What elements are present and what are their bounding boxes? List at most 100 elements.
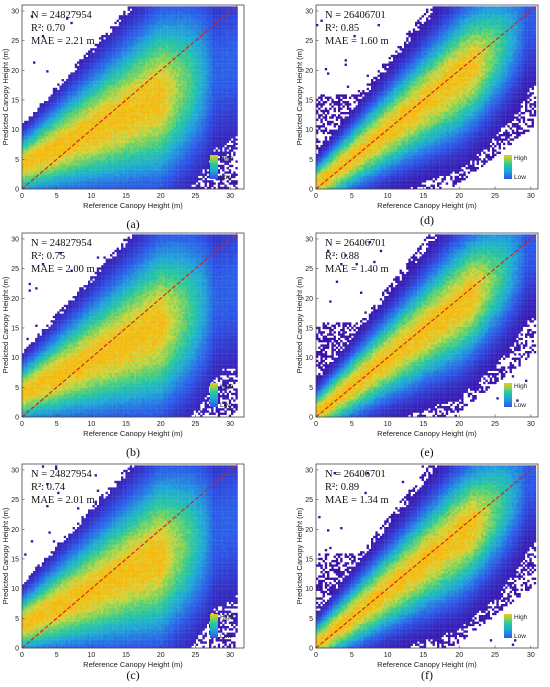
colorbar-high-label: High (220, 155, 234, 162)
x-tick-label: 30 (226, 421, 234, 428)
x-tick-label: 5 (350, 193, 354, 200)
y-tick-label: 30 (11, 467, 19, 474)
y-tick-label: 30 (305, 236, 313, 243)
y-tick-label: 30 (305, 467, 313, 474)
y-tick-label: 0 (309, 187, 313, 194)
x-tick-label: 25 (491, 421, 499, 428)
y-tick-label: 0 (15, 415, 19, 422)
y-tick-label: 5 (309, 385, 313, 392)
y-tick-label: 20 (11, 68, 19, 75)
x-tick-label: 0 (20, 421, 24, 428)
colorbar-low-label: Low (220, 633, 232, 640)
colorbar-high-label: High (514, 614, 528, 621)
y-tick-label: 5 (309, 157, 313, 164)
panel-caption: (f) (421, 668, 433, 682)
y-axis-label: Predicted Canopy Height (m) (295, 507, 304, 604)
x-tick-label: 15 (122, 421, 130, 428)
y-tick-label: 15 (305, 97, 313, 104)
y-tick-label: 0 (15, 187, 19, 194)
colorbar (210, 155, 218, 179)
x-axis-label: Reference Canopy Height (m) (377, 429, 477, 438)
colorbar-high-label: High (514, 155, 528, 162)
y-axis-label: Predicted Canopy Height (m) (1, 276, 10, 373)
x-tick-label: 25 (192, 421, 200, 428)
x-tick-label: 20 (455, 421, 463, 428)
colorbar-low-label: Low (220, 174, 232, 181)
panel-caption: (d) (420, 213, 434, 227)
x-tick-label: 20 (157, 193, 165, 200)
y-tick-label: 30 (11, 236, 19, 243)
colorbar (210, 383, 218, 407)
stat-n: N = 24827954 (31, 238, 93, 249)
stat-r2: R²: 0.75 (31, 251, 65, 262)
colorbar-high-label: High (220, 614, 234, 621)
y-tick-label: 25 (11, 266, 19, 273)
y-tick-label: 10 (305, 355, 313, 362)
panel-caption: (e) (420, 445, 433, 459)
colorbar-high-label: High (220, 383, 234, 390)
stat-r2: R²: 0.89 (325, 482, 359, 493)
x-tick-label: 10 (87, 193, 95, 200)
stat-n: N = 26406701 (325, 10, 386, 21)
x-tick-label: 30 (527, 193, 535, 200)
panel-caption: (b) (126, 445, 140, 459)
x-tick-label: 20 (157, 421, 165, 428)
y-tick-label: 10 (305, 586, 313, 593)
colorbar (504, 383, 512, 407)
stat-mae: MAE = 1.34 m (325, 495, 389, 506)
panel-caption: (c) (126, 668, 139, 682)
x-tick-label: 5 (350, 421, 354, 428)
y-tick-label: 25 (305, 266, 313, 273)
x-tick-label: 20 (455, 652, 463, 659)
x-tick-label: 25 (491, 193, 499, 200)
y-axis-label: Predicted Canopy Height (m) (1, 507, 10, 604)
x-tick-label: 15 (420, 652, 428, 659)
colorbar-low-label: Low (514, 174, 526, 181)
x-tick-label: 0 (314, 193, 318, 200)
y-tick-label: 20 (305, 527, 313, 534)
stat-n: N = 24827954 (31, 469, 93, 480)
x-tick-label: 0 (20, 652, 24, 659)
y-tick-label: 20 (305, 296, 313, 303)
stat-mae: MAE = 2.00 m (31, 264, 95, 275)
y-tick-label: 30 (305, 8, 313, 15)
x-tick-label: 15 (420, 421, 428, 428)
y-tick-label: 15 (305, 325, 313, 332)
y-tick-label: 5 (15, 157, 19, 164)
y-tick-label: 25 (11, 38, 19, 45)
x-tick-label: 10 (87, 652, 95, 659)
stat-r2: R²: 0.74 (31, 482, 66, 493)
x-tick-label: 25 (192, 652, 200, 659)
colorbar-low-label: Low (220, 402, 232, 409)
x-tick-label: 5 (55, 652, 59, 659)
stat-mae: MAE = 1.60 m (325, 36, 389, 47)
x-tick-label: 30 (226, 652, 234, 659)
x-tick-label: 0 (314, 652, 318, 659)
stat-mae: MAE = 2.21 m (31, 36, 95, 47)
y-tick-label: 10 (11, 355, 19, 362)
x-tick-label: 30 (527, 421, 535, 428)
stat-n: N = 26406701 (325, 238, 386, 249)
colorbar (504, 155, 512, 179)
x-tick-label: 5 (55, 193, 59, 200)
y-tick-label: 25 (305, 38, 313, 45)
x-tick-label: 15 (122, 652, 130, 659)
x-axis-label: Reference Canopy Height (m) (377, 201, 477, 210)
stat-n: N = 24827954 (31, 10, 93, 21)
y-axis-label: Predicted Canopy Height (m) (295, 48, 304, 145)
stat-r2: R²: 0.85 (325, 23, 359, 34)
x-axis-label: Reference Canopy Height (m) (83, 429, 183, 438)
y-tick-label: 15 (11, 97, 19, 104)
x-tick-label: 5 (350, 652, 354, 659)
x-tick-label: 15 (420, 193, 428, 200)
y-tick-label: 10 (11, 127, 19, 134)
x-tick-label: 10 (384, 421, 392, 428)
colorbar-low-label: Low (514, 402, 526, 409)
x-tick-label: 25 (491, 652, 499, 659)
